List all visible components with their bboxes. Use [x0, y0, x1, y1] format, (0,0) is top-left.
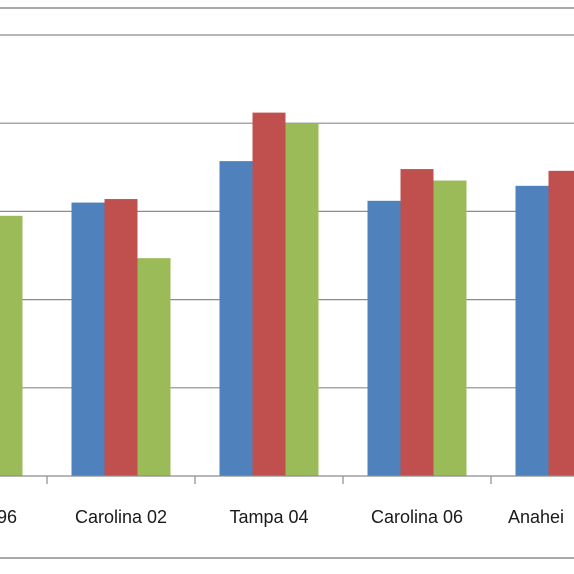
x-tick-label: Carolina 06: [371, 507, 463, 527]
bar: [515, 185, 549, 476]
bar: [104, 199, 138, 476]
bar: [137, 258, 171, 476]
bar: [433, 180, 467, 476]
bar: [0, 215, 23, 476]
x-tick-label: 96: [0, 507, 17, 527]
x-tick-label: Tampa 04: [229, 507, 308, 527]
bar: [219, 161, 253, 476]
x-tick-label: Carolina 02: [75, 507, 167, 527]
bar: [71, 202, 105, 476]
x-axis: [0, 475, 574, 484]
x-tick-labels: 96 Carolina 02 Tampa 04 Carolina 06 Anahei: [0, 507, 564, 527]
bar: [367, 200, 401, 477]
bar: [400, 169, 434, 476]
bar: [285, 123, 319, 476]
bar: [252, 112, 286, 476]
bars: [0, 112, 574, 477]
bar: [548, 170, 574, 476]
x-tick-label: Anahei: [508, 507, 564, 527]
